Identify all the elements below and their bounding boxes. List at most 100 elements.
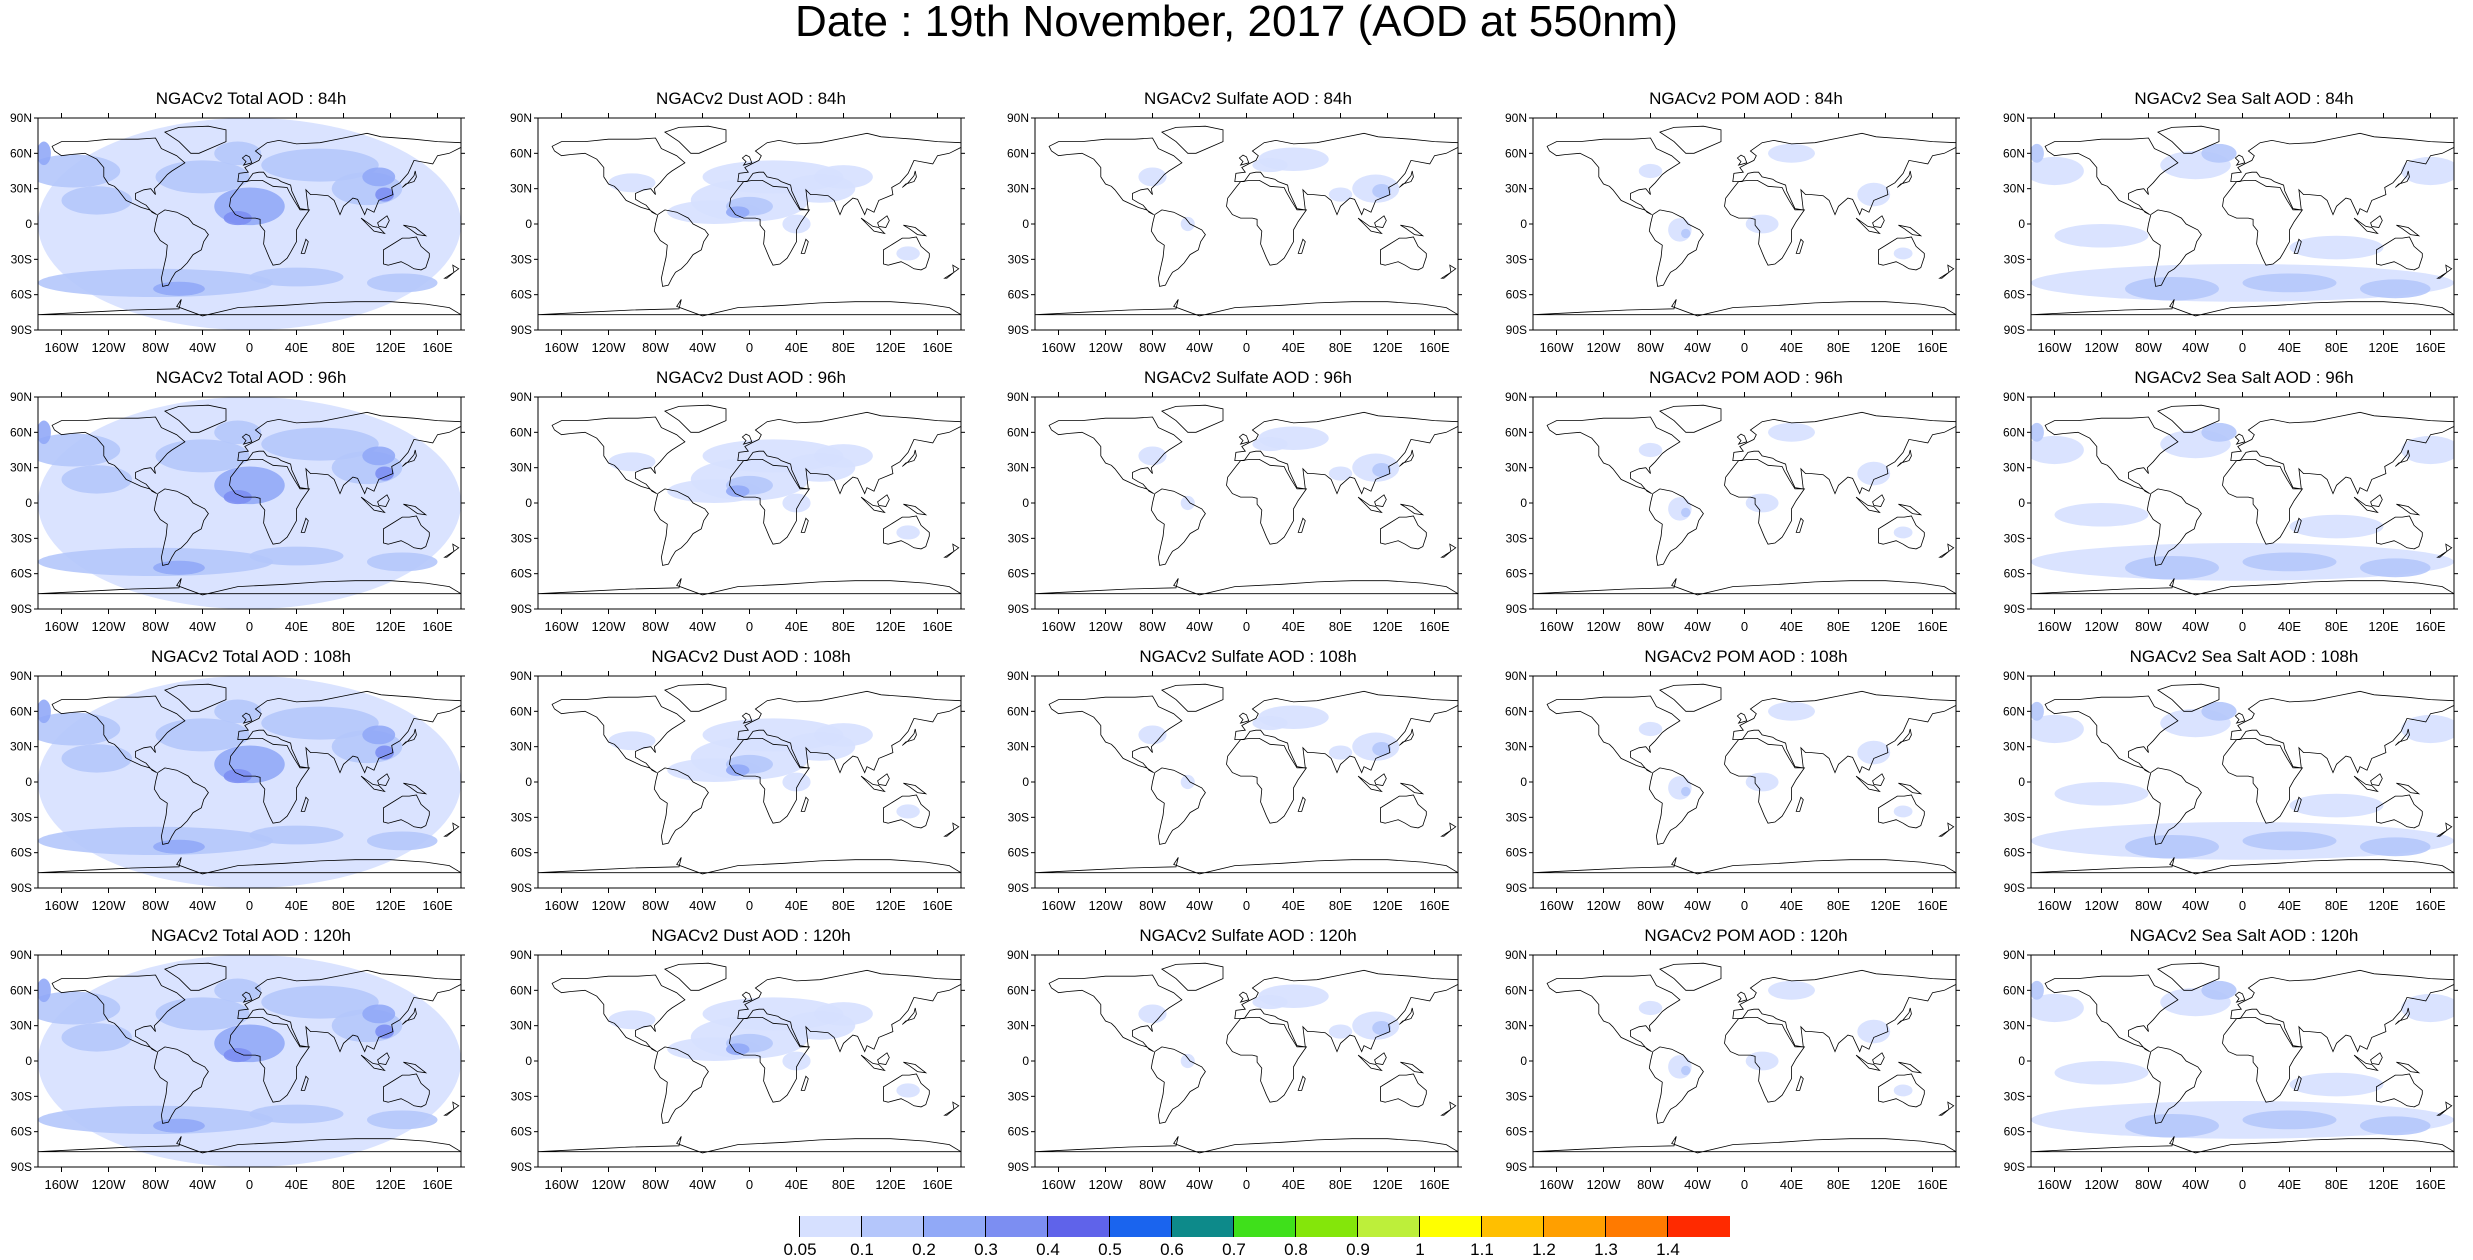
lon-label: 120E [2368, 619, 2399, 634]
coastline [402, 170, 417, 188]
lon-label: 40E [2278, 340, 2301, 355]
lat-label: 30N [510, 1019, 532, 1033]
aod-blob [153, 560, 205, 575]
lat-label: 90N [10, 669, 32, 683]
coastline [903, 1061, 928, 1074]
coastline [2293, 517, 2302, 533]
aod-blob [2401, 435, 2454, 465]
lat-label: 60N [2003, 704, 2025, 718]
aod-blob [261, 427, 379, 461]
coastline [1897, 449, 1912, 467]
coastline [153, 209, 209, 287]
lon-label: 40E [285, 619, 308, 634]
lon-label: 80E [1329, 898, 1352, 913]
aod-blob [1745, 214, 1779, 234]
lon-label: 160E [2415, 898, 2446, 913]
lat-label: 30S [511, 1089, 532, 1103]
world-map: 90N 60N 30N 0 30S 60S 90S 160W 120W 80W 40W 0 40E 80E… [2003, 111, 2458, 355]
colorbar-label: 0.7 [1222, 1240, 1246, 1259]
aod-field [38, 397, 461, 609]
lon-label: 120E [875, 898, 906, 913]
coastline [800, 238, 809, 254]
coastline [1379, 794, 1427, 829]
coastline [2353, 217, 2379, 235]
lat-label: 60S [1008, 567, 1029, 581]
coastline [300, 1075, 309, 1091]
lat-label: 60S [511, 846, 532, 860]
lat-label: 30N [1505, 182, 1527, 196]
lon-label: 160E [1419, 619, 1450, 634]
lon-label: 80E [832, 619, 855, 634]
coastline [1732, 411, 1956, 495]
map-panel: NGACv2 POM AOD : 108h 90N 60N 30N 0 30S 60S 90S… [1495, 647, 1995, 928]
colorbar-label: 0.5 [1098, 1240, 1122, 1259]
lat-label: 0 [525, 775, 532, 789]
lat-label: 60S [511, 1125, 532, 1139]
coastline [51, 137, 186, 215]
panel-title: NGACv2 Sea Salt AOD : 96h [2134, 368, 2354, 387]
map-panel: NGACv2 Sea Salt AOD : 108h 90N 60N 30N 0 30S 6… [1993, 647, 2473, 928]
coastline [653, 488, 709, 566]
coastline [1399, 170, 1414, 188]
lat-label: 0 [1022, 775, 1029, 789]
coastline [51, 974, 186, 1052]
lon-label: 120W [1587, 619, 1622, 634]
lat-label: 90S [11, 602, 32, 616]
coastline [800, 796, 809, 812]
lon-label: 160E [1419, 340, 1450, 355]
coastline [1048, 695, 1183, 773]
panel-title: NGACv2 POM AOD : 108h [1644, 647, 1848, 666]
coastline [38, 299, 461, 317]
coastline [1226, 1017, 1308, 1103]
map-background [1035, 397, 1458, 609]
coastline [1724, 180, 1806, 266]
coastline [664, 962, 727, 991]
lon-label: 0 [246, 1177, 253, 1192]
coastline [903, 224, 928, 237]
coastline [1374, 773, 1387, 786]
aod-blob [2401, 156, 2454, 186]
coastline [1546, 137, 1681, 215]
lon-label: 80E [1827, 1177, 1850, 1192]
coastline [2222, 738, 2304, 824]
lon-label: 0 [1741, 340, 1748, 355]
aod-blob [2031, 422, 2044, 442]
lat-label: 30N [10, 182, 32, 196]
coastline [2157, 962, 2220, 991]
lat-label: 60N [510, 704, 532, 718]
aod-blob [153, 839, 205, 854]
coastline [1150, 209, 1206, 287]
lon-label: 120E [2368, 1177, 2399, 1192]
coastline [1872, 1052, 1885, 1065]
lon-label: 160W [45, 340, 80, 355]
lat-label: 90N [1505, 111, 1527, 125]
lon-label: 120W [592, 340, 627, 355]
panel-title: NGACv2 Total AOD : 108h [150, 647, 351, 666]
lat-label: 90S [511, 881, 532, 895]
lon-label: 40E [285, 340, 308, 355]
coastline [551, 695, 686, 773]
map-background [1533, 397, 1956, 609]
aod-blob [1857, 182, 1891, 207]
coastline [1546, 974, 1681, 1052]
colorbar-label: 0.3 [974, 1240, 998, 1259]
lon-label: 40W [689, 619, 716, 634]
lon-label: 120E [375, 898, 406, 913]
lat-label: 60S [2004, 288, 2025, 302]
lat-label: 60S [511, 567, 532, 581]
coastline [943, 543, 960, 558]
coastline [241, 154, 253, 166]
aod-field [1533, 397, 1956, 609]
lon-label: 80W [142, 898, 169, 913]
coastline [2293, 796, 2302, 812]
coastline [1872, 494, 1885, 507]
lon-label: 80W [1637, 340, 1664, 355]
coastline [2395, 170, 2410, 188]
coastline [2044, 416, 2179, 494]
coastline [737, 132, 961, 216]
lat-label: 30S [2004, 810, 2025, 824]
coastline [237, 969, 461, 1053]
aod-blob [214, 420, 262, 445]
aod-blob [155, 718, 250, 752]
coastline [2396, 1061, 2421, 1074]
